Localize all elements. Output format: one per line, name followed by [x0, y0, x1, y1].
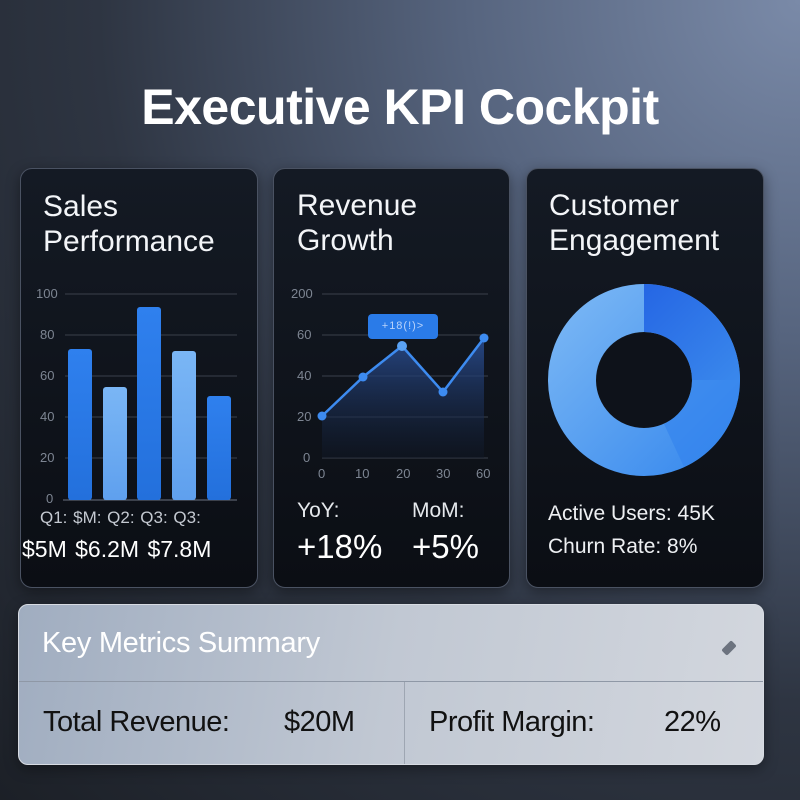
sales-performance-card: Sales Performance	[20, 168, 258, 588]
profit-margin-value: 22%	[664, 706, 721, 738]
sales-title-line2: Performance	[43, 225, 215, 258]
engagement-card-title: Customer Engagement	[549, 188, 719, 258]
mom-label: MoM:	[412, 499, 465, 522]
svg-text:0: 0	[303, 450, 310, 465]
summary-title: Key Metrics Summary	[42, 627, 320, 659]
pencil-icon[interactable]	[721, 640, 737, 656]
revenue-tooltip: +18(!)>	[368, 314, 438, 339]
churn-rate-stat: Churn Rate: 8%	[548, 535, 698, 558]
engagement-title-line1: Customer	[549, 189, 680, 222]
total-revenue-label: Total Revenue:	[43, 706, 230, 738]
yoy-label: YoY:	[297, 499, 340, 522]
sales-title-line1: Sales	[43, 190, 119, 223]
sales-card-title: Sales Performance	[43, 189, 215, 259]
active-users-stat: Active Users: 45K	[548, 502, 715, 525]
total-revenue-value: $20M	[284, 706, 355, 738]
revenue-title-line1: Revenue	[297, 189, 418, 222]
engagement-donut-chart	[548, 284, 740, 476]
svg-text:10: 10	[355, 466, 369, 481]
key-metrics-summary-panel: Key Metrics Summary Total Revenue: $20M …	[18, 604, 764, 765]
svg-text:40: 40	[297, 368, 311, 383]
svg-text:60: 60	[297, 327, 311, 342]
revenue-x-axis: 0 10 20 30 60	[318, 466, 490, 481]
profit-margin-label: Profit Margin:	[429, 706, 595, 738]
revenue-y-axis: 200 60 40 20 0	[291, 286, 488, 465]
page-title: Executive KPI Cockpit	[141, 79, 659, 135]
sales-category-labels: Q1: $M: Q2: Q3: Q3:	[40, 508, 201, 527]
revenue-card-title: Revenue Growth	[297, 188, 417, 258]
revenue-title-line2: Growth	[297, 224, 394, 257]
svg-text:60: 60	[476, 466, 490, 481]
sales-values: $5M $6.2M $7.8M	[22, 536, 212, 562]
svg-text:20: 20	[396, 466, 410, 481]
svg-text:0: 0	[318, 466, 325, 481]
summary-column-divider	[404, 682, 405, 764]
mom-value: +5%	[412, 528, 479, 565]
engagement-title-line2: Engagement	[549, 224, 720, 257]
svg-text:200: 200	[291, 286, 313, 301]
svg-text:20: 20	[297, 409, 311, 424]
svg-text:30: 30	[436, 466, 450, 481]
revenue-line-chart	[317, 333, 489, 458]
summary-divider	[19, 681, 763, 682]
yoy-value: +18%	[297, 528, 383, 565]
